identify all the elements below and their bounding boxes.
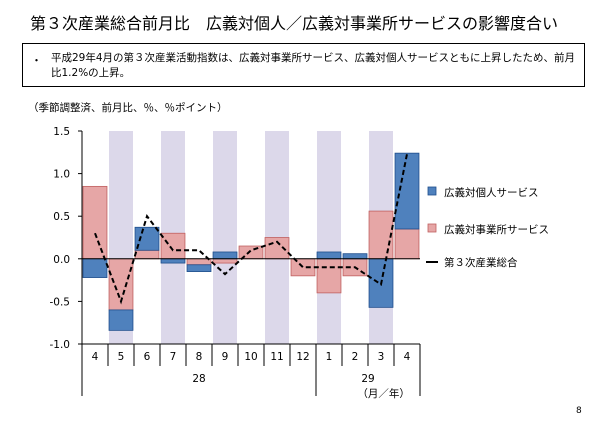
x-unit-label: （月／年） [357,387,410,400]
y-tick-label: 1.0 [53,169,70,181]
x-tick-label: 4 [404,351,411,363]
x-tick-label: 1 [326,351,333,363]
page-number: 8 [576,406,582,416]
bar-individual [108,309,134,331]
bar-business [186,258,212,266]
shaded-column [317,131,341,344]
bar-individual [160,258,186,264]
x-tick-label: 12 [296,351,309,363]
year-label-29: 29 [361,373,374,385]
total-line [94,153,408,305]
x-tick-label: 8 [196,351,203,363]
y-tick-label: -1.0 [50,339,71,351]
x-tick-label: 11 [270,351,283,363]
bar-individual [82,258,108,278]
bar-business [134,249,160,260]
year-label-28: 28 [192,373,205,385]
x-tick-label: 5 [118,351,125,363]
legend-swatch [427,186,437,196]
bar-business [82,185,108,260]
legend-label: 広義対事業所サービス [444,223,549,236]
x-tick-label: 7 [170,351,177,363]
summary-text: 平成29年4月の第３次産業活動指数は、広義対事業所サービス、広義対個人サービスと… [51,52,576,79]
legend-label: 広義対個人サービス [444,186,539,199]
y-tick-label: -0.5 [50,296,71,308]
x-tick-label: 3 [378,351,385,363]
legend-label: 第３次産業総合 [444,256,518,269]
x-tick-label: 10 [244,351,257,363]
bar-individual [186,264,212,272]
bar-business [394,228,420,260]
y-tick-label: 0.5 [53,211,70,223]
summary-box: ・ 平成29年4月の第３次産業活動指数は、広義対事業所サービス、広義対個人サービ… [22,43,585,87]
bar-business [316,258,342,294]
bar-individual [394,152,420,230]
shaded-column [213,131,237,344]
bullet-mark: ・ [31,54,42,67]
bar-individual [212,251,238,260]
bar-business [368,210,394,260]
x-tick-label: 2 [352,351,359,363]
bar-individual [342,253,368,260]
bar-business [212,258,238,264]
y-tick-label: 0.0 [53,254,70,266]
page-title: 第３次産業総合前月比 広義対個人／広義対事業所サービスの影響度合い [30,14,559,33]
bar-business [290,258,316,277]
unit-label: （季節調整済、前月比、％、％ポイント） [28,102,228,114]
x-tick-label: 9 [222,351,229,363]
x-tick-label: 4 [92,351,99,363]
bar-business [160,232,186,260]
legend-swatch [427,223,437,233]
bar-individual [316,251,342,260]
x-tick-label: 6 [144,351,151,363]
bar-business [264,237,290,260]
y-tick-label: 1.5 [53,126,70,138]
